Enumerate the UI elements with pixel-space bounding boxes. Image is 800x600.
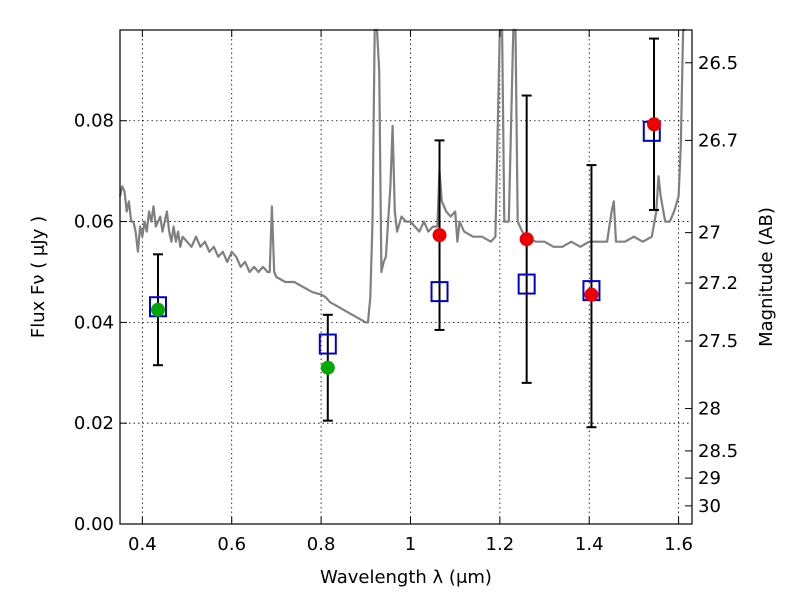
x-tick-label: 0.4 bbox=[128, 534, 157, 555]
marker-layer bbox=[148, 117, 662, 375]
magnitude-tick-label: 28 bbox=[698, 399, 721, 420]
y-tick-label: 0.02 bbox=[74, 413, 114, 434]
magnitude-tick-label: 26.5 bbox=[698, 53, 738, 74]
x-tick-label: 0.6 bbox=[217, 534, 246, 555]
magnitude-tick-label: 29 bbox=[698, 468, 721, 489]
model-flux-square bbox=[517, 273, 536, 295]
axis-ticks bbox=[120, 30, 692, 525]
axis-tick-labels: 0.4 0.6 0.8 1 1.2 1.4 1.6 0.00 0.02 0.04 0.06 0.08 2… bbox=[74, 53, 738, 555]
magnitude-tick-label: 28.5 bbox=[698, 441, 738, 462]
x-tick-label: 1.4 bbox=[575, 534, 604, 555]
observed-flux-point bbox=[320, 360, 335, 375]
magnitude-tick-label: 27.2 bbox=[698, 273, 738, 294]
y-axis-right-label: Magnitude (AB) bbox=[756, 207, 777, 347]
observed-flux-point bbox=[647, 117, 662, 132]
observed-flux-point bbox=[432, 228, 447, 243]
magnitude-tick-label: 27 bbox=[698, 223, 721, 244]
y-tick-label: 0.04 bbox=[74, 312, 114, 333]
x-tick-label: 0.8 bbox=[307, 534, 336, 555]
x-tick-label: 1 bbox=[405, 534, 416, 555]
model-flux-square bbox=[318, 333, 337, 355]
model-flux-square bbox=[430, 281, 449, 303]
x-tick-label: 1.2 bbox=[486, 534, 515, 555]
spectrum-layer bbox=[118, 28, 686, 324]
plot-frame bbox=[119, 29, 693, 525]
magnitude-tick-label: 26.7 bbox=[698, 130, 738, 151]
plot-background bbox=[120, 30, 692, 524]
x-tick-label: 1.6 bbox=[664, 534, 693, 555]
y-tick-label: 0.06 bbox=[74, 212, 114, 233]
y-tick-label: 0.08 bbox=[74, 111, 114, 132]
model-spectrum-line bbox=[118, 28, 686, 324]
magnitude-tick-label: 27.5 bbox=[698, 331, 738, 352]
observed-flux-point bbox=[150, 302, 165, 317]
x-axis-label: Wavelength λ (μm) bbox=[320, 567, 492, 588]
observed-flux-point bbox=[519, 232, 534, 247]
magnitude-tick-label: 30 bbox=[698, 496, 721, 517]
observed-flux-point bbox=[584, 287, 599, 302]
y-axis-label: Flux Fν ( μJy ) bbox=[28, 216, 49, 338]
y-tick-label: 0.00 bbox=[74, 514, 114, 535]
